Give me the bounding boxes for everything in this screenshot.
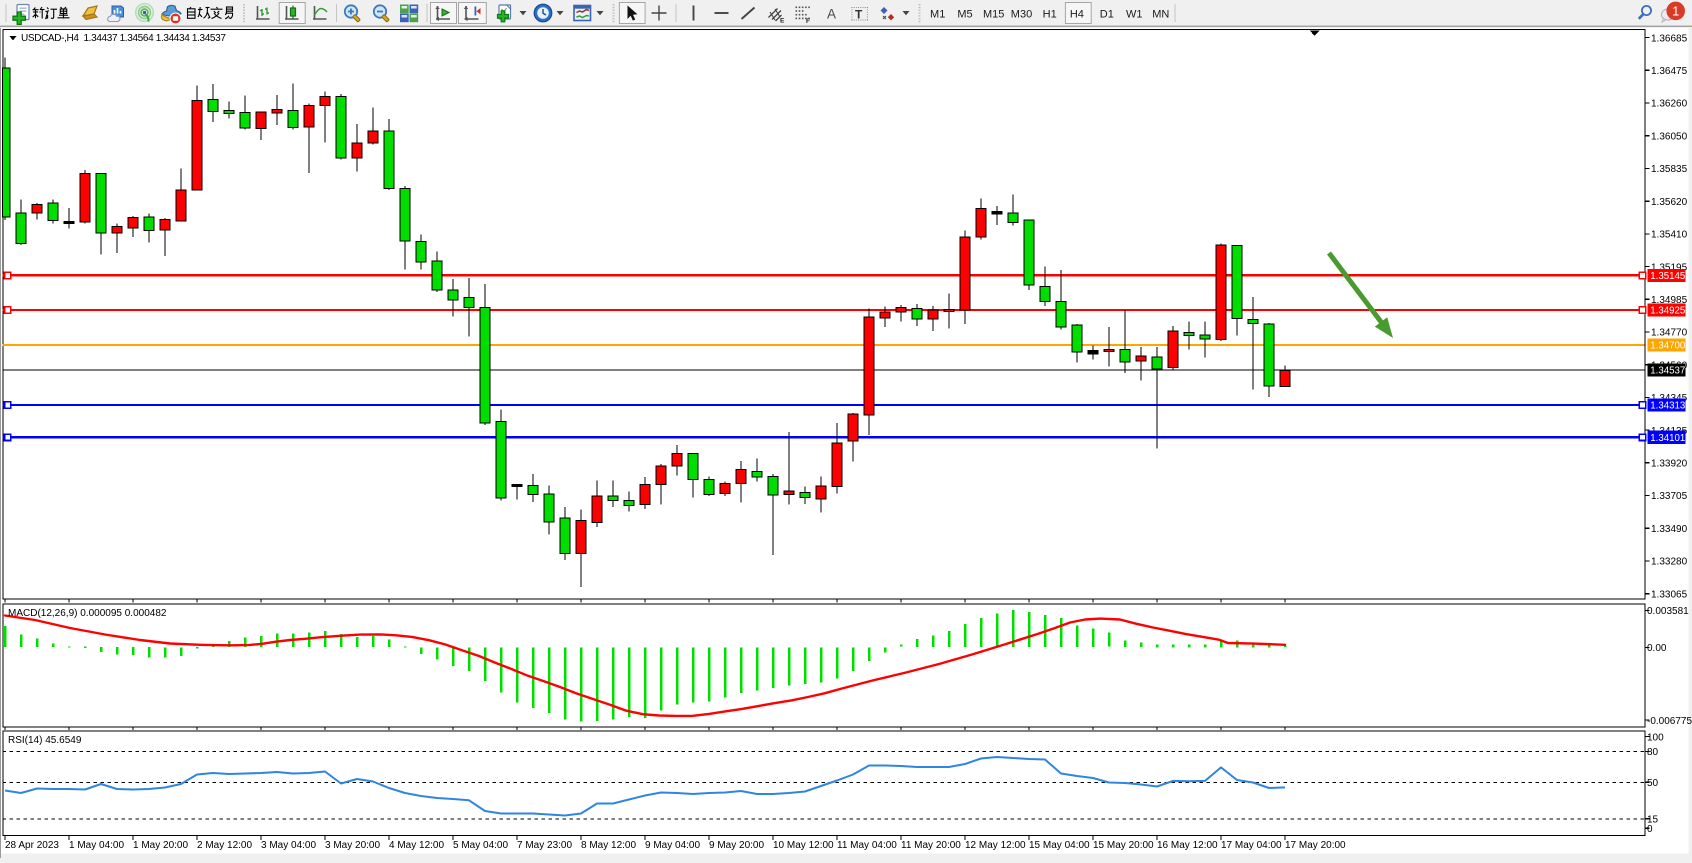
svg-text:1.36050: 1.36050 (1651, 131, 1688, 142)
svg-text:E: E (780, 18, 785, 25)
svg-text:M30: M30 (1011, 9, 1032, 21)
svg-text:1.34700: 1.34700 (1650, 341, 1686, 352)
svg-text:3 May 20:00: 3 May 20:00 (325, 840, 380, 851)
svg-text:4 May 12:00: 4 May 12:00 (389, 840, 444, 851)
svg-text:0.003581: 0.003581 (1647, 606, 1689, 617)
svg-text:50: 50 (1647, 778, 1659, 789)
svg-text:100: 100 (1647, 732, 1664, 743)
svg-text:1.35410: 1.35410 (1651, 230, 1688, 241)
svg-text:1.35145: 1.35145 (1650, 271, 1685, 282)
svg-text:F: F (806, 18, 810, 25)
svg-text:1.34537: 1.34537 (1650, 366, 1685, 377)
svg-text:1.33280: 1.33280 (1651, 557, 1688, 568)
svg-text:M5: M5 (957, 9, 972, 21)
svg-text:10 May 12:00: 10 May 12:00 (773, 840, 834, 851)
svg-text:8 May 12:00: 8 May 12:00 (581, 840, 636, 851)
svg-text:1 May 20:00: 1 May 20:00 (133, 840, 188, 851)
svg-text:MN: MN (1152, 9, 1169, 21)
svg-text:1: 1 (1672, 3, 1679, 18)
svg-text:7 May 23:00: 7 May 23:00 (517, 840, 572, 851)
svg-text:9 May 20:00: 9 May 20:00 (709, 840, 764, 851)
svg-text:RSI(14) 45.6549: RSI(14) 45.6549 (8, 735, 82, 746)
svg-text:15 May 20:00: 15 May 20:00 (1093, 840, 1154, 851)
svg-text:W1: W1 (1126, 9, 1143, 21)
svg-text:15 May 04:00: 15 May 04:00 (1029, 840, 1090, 851)
svg-text:11 May 20:00: 11 May 20:00 (901, 840, 961, 851)
svg-text:1.34925: 1.34925 (1650, 306, 1685, 317)
svg-text:28 Apr 2023: 28 Apr 2023 (5, 840, 59, 851)
svg-text:1.36260: 1.36260 (1651, 99, 1688, 110)
svg-text:1.34101: 1.34101 (1650, 433, 1685, 444)
svg-text:1.34313: 1.34313 (1650, 401, 1685, 412)
svg-text:17 May 04:00: 17 May 04:00 (1221, 840, 1282, 851)
svg-text:A: A (827, 7, 836, 22)
svg-text:1.35620: 1.35620 (1651, 197, 1688, 208)
svg-text:16 May 12:00: 16 May 12:00 (1157, 840, 1218, 851)
svg-text:D1: D1 (1100, 9, 1114, 21)
svg-text:1 May 04:00: 1 May 04:00 (69, 840, 124, 851)
svg-text:9 May 04:00: 9 May 04:00 (645, 840, 700, 851)
svg-text:1.33065: 1.33065 (1651, 589, 1688, 600)
svg-text:2 May 12:00: 2 May 12:00 (197, 840, 252, 851)
svg-text:MACD(12,26,9) 0.000095 0.00048: MACD(12,26,9) 0.000095 0.000482 (8, 608, 167, 619)
svg-text:3 May 04:00: 3 May 04:00 (261, 840, 316, 851)
svg-text:1.36475: 1.36475 (1651, 66, 1688, 77)
svg-text:12 May 12:00: 12 May 12:00 (965, 840, 1026, 851)
svg-text:0.00: 0.00 (1647, 643, 1667, 654)
svg-text:M15: M15 (983, 9, 1004, 21)
svg-text:5 May 04:00: 5 May 04:00 (453, 840, 508, 851)
svg-text:H4: H4 (1070, 9, 1084, 21)
svg-text:USDCAD-,H4 1.34437 1.34564 1.: USDCAD-,H4 1.34437 1.34564 1.34434 1.345… (21, 33, 226, 44)
svg-text:1.35835: 1.35835 (1651, 164, 1688, 175)
svg-text:1.36685: 1.36685 (1651, 33, 1688, 44)
svg-text:11 May 04:00: 11 May 04:00 (837, 840, 897, 851)
svg-text:17 May 20:00: 17 May 20:00 (1285, 840, 1346, 851)
svg-text:-0.006775: -0.006775 (1647, 716, 1692, 727)
svg-text:80: 80 (1647, 747, 1659, 758)
svg-text:1.33920: 1.33920 (1651, 459, 1688, 470)
svg-text:M1: M1 (930, 9, 945, 21)
svg-text:1.33490: 1.33490 (1651, 524, 1688, 535)
svg-text:H1: H1 (1043, 9, 1057, 21)
svg-text:0: 0 (1647, 824, 1653, 835)
svg-text:1.34770: 1.34770 (1651, 328, 1688, 339)
svg-text:1.33705: 1.33705 (1651, 491, 1688, 502)
svg-text:T: T (855, 8, 863, 22)
